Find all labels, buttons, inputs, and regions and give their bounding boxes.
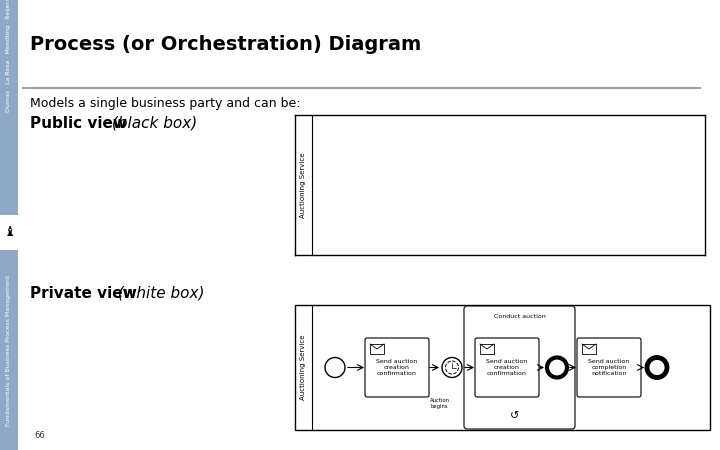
Bar <box>295 305 710 430</box>
Circle shape <box>647 357 667 378</box>
Text: (black box): (black box) <box>107 116 197 130</box>
Text: Auction
begins: Auction begins <box>430 398 449 409</box>
Text: 66: 66 <box>34 431 45 440</box>
Text: (white box): (white box) <box>113 285 204 301</box>
Bar <box>480 344 494 354</box>
Text: Send auction
creation
confirmation: Send auction creation confirmation <box>487 359 528 376</box>
Text: Send auction
creation
confirmation: Send auction creation confirmation <box>377 359 418 376</box>
Text: Fundamentals of Business Process Management: Fundamentals of Business Process Managem… <box>6 274 12 426</box>
FancyBboxPatch shape <box>577 338 641 397</box>
Text: Dumas · La Rosa · Mendling · Reijers: Dumas · La Rosa · Mendling · Reijers <box>6 0 12 112</box>
FancyBboxPatch shape <box>475 338 539 397</box>
Text: Auctioning Service: Auctioning Service <box>300 152 307 218</box>
Circle shape <box>446 361 459 374</box>
Text: Models a single business party and can be:: Models a single business party and can b… <box>30 96 300 109</box>
Text: ↺: ↺ <box>510 411 520 421</box>
Bar <box>582 344 596 354</box>
Text: Send auction
completion
notification: Send auction completion notification <box>588 359 629 376</box>
FancyBboxPatch shape <box>365 338 429 397</box>
Bar <box>0 0 18 450</box>
Text: Auctioning Service: Auctioning Service <box>300 335 307 400</box>
Circle shape <box>547 357 567 378</box>
Bar <box>0 215 18 250</box>
Bar <box>370 344 384 354</box>
FancyBboxPatch shape <box>464 306 575 429</box>
Text: Public view: Public view <box>30 116 127 130</box>
Text: Private view: Private view <box>30 285 137 301</box>
Text: ♝: ♝ <box>3 225 15 239</box>
Text: Process (or Orchestration) Diagram: Process (or Orchestration) Diagram <box>30 36 421 54</box>
Text: Conduct auction: Conduct auction <box>494 315 545 319</box>
Circle shape <box>325 357 345 378</box>
Circle shape <box>442 357 462 378</box>
